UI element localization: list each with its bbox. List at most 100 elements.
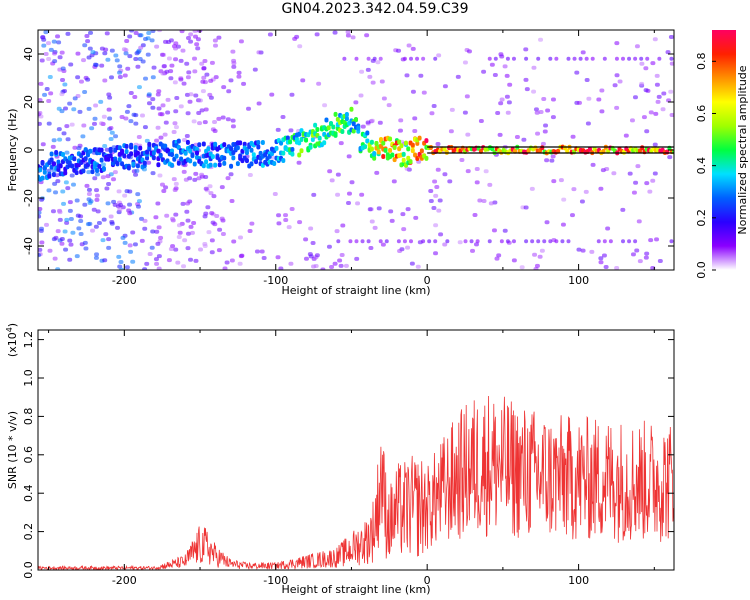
spectrogram-speckle (514, 134, 520, 139)
spectrogram-speckle (38, 214, 42, 219)
spectrogram-speckle (236, 74, 242, 79)
spectrogram-speckle (231, 239, 237, 244)
spectrogram-band-cell (536, 239, 541, 244)
x-tick-label: -100 (263, 274, 288, 287)
spectrogram-ridge-cell (399, 143, 404, 149)
spectrogram-ridge-cell (185, 139, 190, 145)
spectrogram-speckle (368, 245, 374, 250)
y-tick-label: 1.0 (22, 369, 35, 387)
spectrogram-speckle (433, 251, 439, 256)
spectrogram-ridge-cell (388, 147, 393, 153)
spectrogram-band-cell (633, 56, 638, 61)
spectrogram-speckle (401, 227, 407, 232)
spectrogram-speckle (540, 141, 546, 146)
spectrogram-speckle (229, 199, 235, 204)
spectrogram-speckle (183, 177, 189, 182)
spectrogram-speckle (237, 235, 243, 240)
spectrogram-speckle (569, 213, 575, 218)
spectrogram-speckle (155, 201, 161, 206)
spectrogram-ridge-cell (156, 162, 161, 168)
spectrogram-ridge-cell (222, 142, 227, 148)
spectrogram-speckle (655, 99, 661, 104)
spectrogram-ridge-cell (38, 167, 43, 173)
spectrogram-ridge-cell (297, 131, 302, 137)
snr-panel: -200 -100 0 100 0.0 0.2 0.4 0.6 0.8 1.0 1.2 Heigh… (5, 323, 675, 596)
snr-frame (37, 329, 675, 571)
spectrogram-speckle (541, 97, 547, 102)
spectrogram-speckle (196, 30, 202, 33)
spectrogram-speckle (550, 115, 556, 120)
spectrogram-speckle (180, 201, 186, 206)
x-tick-label: -200 (112, 274, 137, 287)
spectrogram-speckle (570, 134, 576, 139)
spectrogram-ridge-cell (145, 155, 150, 161)
spectrogram-speckle (91, 207, 97, 212)
spectrogram-speckle (191, 220, 197, 225)
spectrogram-speckle (550, 154, 556, 159)
spectrogram-speckle (100, 162, 106, 167)
spectrogram-speckle (127, 243, 133, 248)
spectrogram-speckle (481, 199, 487, 204)
spectrogram-speckle (154, 44, 160, 49)
spectrogram-ridge-cell (124, 149, 129, 155)
spectrogram-speckle (502, 64, 508, 69)
spectrogram-speckle (644, 129, 650, 134)
spectrogram-speckle (499, 97, 505, 102)
spectrogram-ridge-cell (406, 155, 411, 161)
spectrogram-speckle (195, 37, 201, 42)
spectrogram-speckle (199, 172, 205, 177)
spectrogram-speckle (161, 64, 167, 69)
spectrogram-ridge-cell (120, 161, 125, 167)
colorbar-tick-label: 0.0 (695, 261, 708, 279)
spectrogram-ridge-cell (372, 155, 377, 161)
spectrogram-speckle (82, 240, 88, 245)
spectrogram-speckle (61, 131, 67, 136)
spectrogram-speckle (127, 211, 133, 216)
spectrogram-band-cell (524, 239, 529, 244)
spectrogram-speckle (159, 182, 165, 187)
spectrogram-speckle (39, 240, 45, 245)
spectrogram-speckle (76, 226, 82, 231)
spectrogram-speckle (120, 235, 126, 240)
spectrogram-band-cell (433, 239, 438, 244)
spectrogram-speckle (150, 75, 156, 80)
spectrogram-band-cell (669, 56, 674, 61)
spectrogram-speckle (338, 263, 344, 268)
spectrogram-speckle (367, 74, 373, 79)
spectrogram-speckle (133, 113, 139, 118)
spectrogram-speckle (64, 220, 70, 225)
spectrogram-speckle (72, 145, 78, 150)
spectrogram-speckle (213, 43, 219, 48)
spectrogram-ridge-cell (49, 157, 54, 163)
spectrogram-speckle (586, 96, 592, 101)
spectrogram-speckle (161, 188, 167, 193)
spectrogram-speckle (660, 107, 666, 112)
spectrogram-speckle (599, 109, 605, 114)
spectrogram-ridge-cell (249, 161, 254, 167)
spectrogram-ridge-cell (158, 153, 163, 159)
spectrogram-speckle (345, 33, 351, 38)
x-tick-label: 100 (568, 274, 589, 287)
spectrogram-speckle (157, 173, 163, 178)
spectrogram-ridge-cell (299, 148, 304, 154)
spectrogram-speckle (209, 250, 215, 255)
spectrogram-ridge-cell (147, 141, 152, 147)
spectrogram-speckle (350, 35, 356, 40)
spectrogram-speckle (57, 55, 63, 60)
spectrogram-speckle (62, 88, 68, 93)
spectrogram-speckle (193, 93, 199, 98)
spectrogram-speckle (174, 96, 180, 101)
spectrogram-speckle (283, 217, 289, 222)
spectrogram-speckle (44, 222, 50, 227)
spectrogram-speckle (85, 77, 91, 82)
spectrogram-speckle (185, 111, 191, 116)
spectrogram-speckle (117, 64, 123, 69)
spectrogram-ridge-cell (244, 150, 249, 156)
spectrogram-ridge-cell (397, 139, 402, 145)
spectrogram-speckle (603, 264, 609, 269)
spectrogram-speckle (92, 62, 98, 67)
spectrogram-ridge-cell (135, 163, 140, 169)
spectrogram-speckle (589, 249, 595, 254)
spectrogram-speckle (497, 132, 503, 137)
spectrogram-speckle (415, 264, 421, 269)
